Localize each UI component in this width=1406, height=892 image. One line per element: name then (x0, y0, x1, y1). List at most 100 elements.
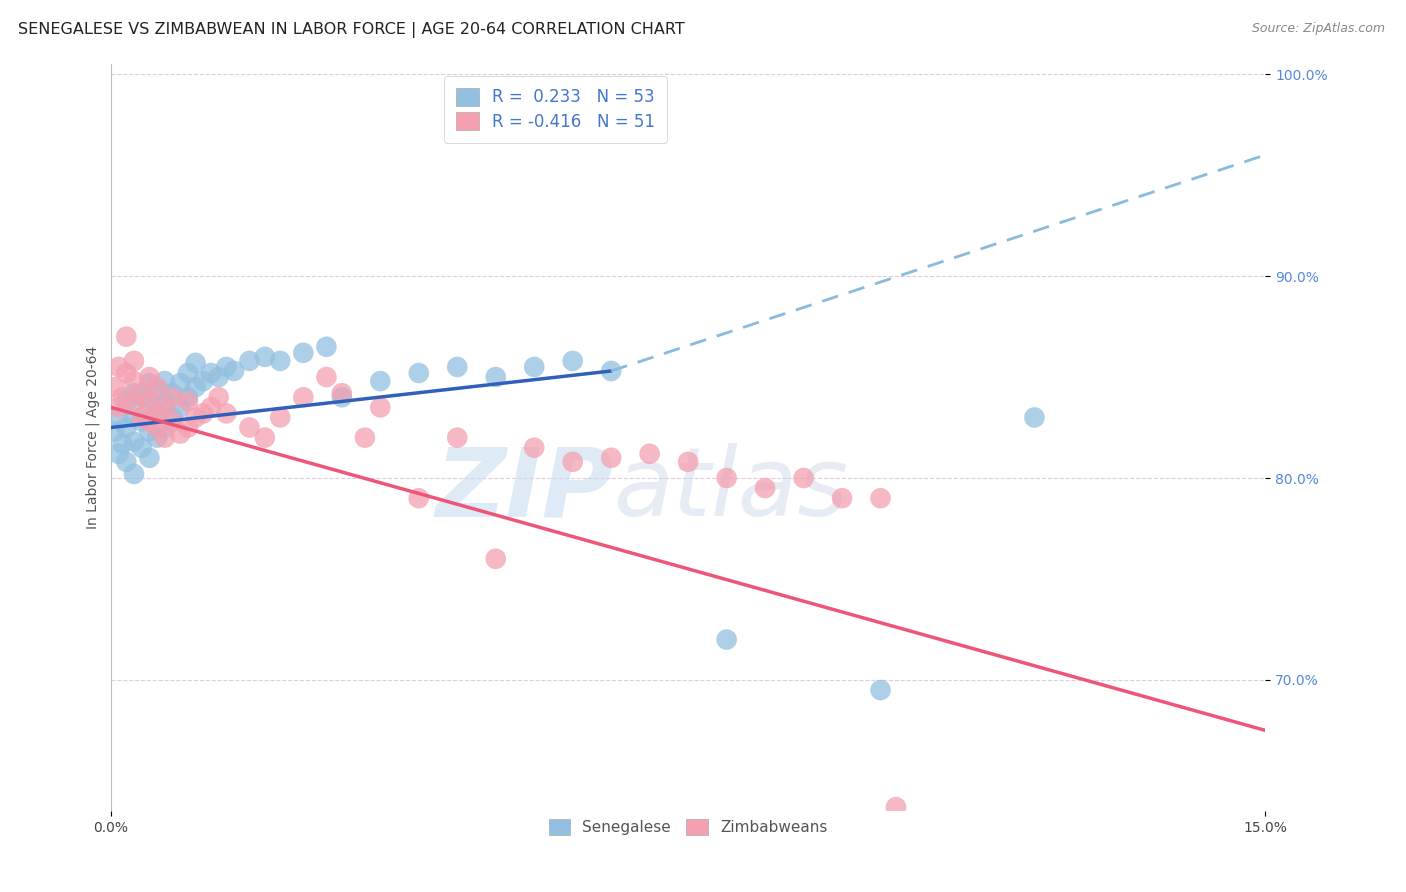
Point (107, 359, 129, 374)
Point (138, 425, 160, 439)
Point (153, 420, 176, 434)
Point (238, 354, 260, 368)
Point (153, 431, 176, 445)
Point (754, 481, 776, 495)
Point (222, 364, 245, 378)
Point (122, 467, 145, 481)
Point (138, 370, 160, 384)
Point (869, 683, 891, 698)
Point (138, 450, 160, 465)
Text: SENEGALESE VS ZIMBABWEAN IN LABOR FORCE | AGE 20-64 CORRELATION CHART: SENEGALESE VS ZIMBABWEAN IN LABOR FORCE … (18, 22, 685, 38)
Point (215, 406, 238, 420)
Legend: Senegalese, Zimbabweans: Senegalese, Zimbabweans (540, 810, 837, 845)
Point (638, 447, 661, 461)
Point (138, 401, 160, 415)
Point (200, 401, 222, 415)
Text: Source: ZipAtlas.com: Source: ZipAtlas.com (1251, 22, 1385, 36)
Point (716, 471, 738, 485)
Point (115, 366, 138, 380)
Point (446, 431, 468, 445)
Point (131, 441, 153, 455)
Point (115, 329, 138, 343)
Point (354, 431, 377, 445)
Point (368, 374, 391, 388)
Point (162, 414, 184, 428)
Point (1024, 410, 1046, 425)
Point (107, 401, 129, 415)
Point (122, 374, 145, 388)
Point (330, 390, 353, 404)
Point (292, 390, 315, 404)
Point (131, 390, 153, 404)
Point (177, 394, 200, 409)
Point (115, 420, 138, 434)
Point (485, 551, 508, 566)
Point (408, 366, 430, 380)
Point (153, 401, 176, 415)
Point (104, 380, 127, 394)
Point (716, 632, 738, 647)
Point (146, 380, 169, 394)
Point (184, 410, 207, 425)
Point (200, 366, 222, 380)
Point (446, 359, 468, 374)
Point (111, 390, 134, 404)
Point (193, 374, 215, 388)
Point (177, 420, 200, 434)
Point (162, 386, 184, 401)
Point (122, 434, 145, 449)
Point (600, 364, 623, 378)
Point (184, 380, 207, 394)
Point (208, 390, 231, 404)
Point (600, 450, 623, 465)
Point (238, 420, 260, 434)
Point (122, 410, 145, 425)
Y-axis label: In Labor Force | Age 20-64: In Labor Force | Age 20-64 (86, 346, 100, 529)
Point (523, 441, 546, 455)
Point (408, 491, 430, 506)
Point (162, 390, 184, 404)
Point (138, 414, 160, 428)
Point (215, 359, 238, 374)
Point (561, 455, 583, 469)
Point (122, 354, 145, 368)
Point (831, 491, 853, 506)
Point (269, 410, 291, 425)
Point (884, 800, 907, 814)
Point (115, 394, 138, 409)
Point (330, 386, 353, 401)
Point (131, 410, 153, 425)
Point (138, 394, 160, 409)
Point (146, 420, 169, 434)
Point (561, 354, 583, 368)
Point (169, 376, 191, 390)
Point (523, 359, 546, 374)
Point (169, 426, 191, 441)
Point (146, 384, 169, 399)
Text: atlas: atlas (613, 443, 848, 536)
Text: ZIP: ZIP (436, 443, 613, 536)
Point (208, 370, 231, 384)
Point (253, 431, 276, 445)
Point (107, 447, 129, 461)
Point (269, 354, 291, 368)
Point (131, 386, 153, 401)
Point (485, 370, 508, 384)
Point (146, 406, 169, 420)
Point (146, 431, 169, 445)
Point (115, 455, 138, 469)
Point (368, 401, 391, 415)
Point (184, 356, 207, 370)
Point (146, 406, 169, 420)
Point (122, 386, 145, 401)
Point (315, 340, 337, 354)
Point (153, 374, 176, 388)
Point (162, 410, 184, 425)
Point (869, 491, 891, 506)
Point (177, 366, 200, 380)
Point (111, 436, 134, 450)
Point (104, 425, 127, 439)
Point (292, 346, 315, 360)
Point (793, 471, 815, 485)
Point (153, 396, 176, 410)
